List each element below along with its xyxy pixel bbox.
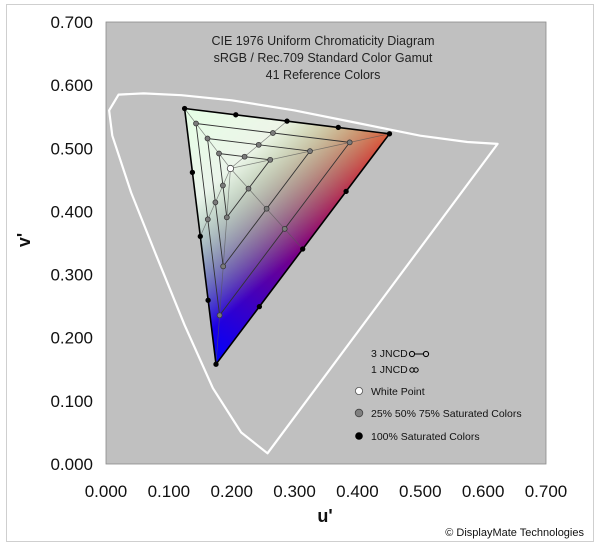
x-tick-label: 0.700 xyxy=(525,482,568,501)
copyright: © DisplayMate Technologies xyxy=(445,527,584,539)
y-axis-label: v' xyxy=(14,233,34,247)
saturated-color-point xyxy=(233,112,239,118)
partial-saturated-point xyxy=(346,139,353,146)
x-tick-label: 0.600 xyxy=(462,482,505,501)
y-tick-label: 0.400 xyxy=(50,202,93,221)
chart-title-line-2: sRGB / Rec.709 Standard Color Gamut xyxy=(214,51,433,65)
plot-background xyxy=(105,21,547,465)
saturated-color-point xyxy=(213,361,219,367)
partial-saturated-point xyxy=(216,312,223,319)
spectral-locus xyxy=(107,92,499,455)
saturated-color-point xyxy=(189,169,196,176)
partial-saturated-point xyxy=(270,130,276,136)
x-tick-label: 0.400 xyxy=(336,482,379,501)
x-tick-label: 0.000 xyxy=(85,482,128,501)
partial-saturated-point xyxy=(245,185,252,192)
x-axis-label: u' xyxy=(317,506,332,526)
partial-saturated-point xyxy=(267,156,274,163)
y-tick-label: 0.700 xyxy=(50,13,93,32)
partial-saturated-point xyxy=(204,135,211,142)
x-tick-label: 0.200 xyxy=(210,482,253,501)
saturated-color-point xyxy=(386,131,393,137)
chart-title-line-1: CIE 1976 Uniform Chromaticity Diagram xyxy=(212,34,435,48)
saturated-color-point xyxy=(300,246,306,252)
y-tick-label: 0.100 xyxy=(50,392,93,411)
partial-saturated-point xyxy=(193,120,199,127)
gamut-fill-white xyxy=(184,108,390,365)
partial-saturated-point xyxy=(263,205,270,212)
legend-full-marker xyxy=(355,432,363,440)
legend-1-jncd: 1 JNCD xyxy=(371,364,408,376)
partial-saturated-point xyxy=(220,182,226,189)
y-tick-label: 0.500 xyxy=(50,139,93,158)
partial-saturated-point xyxy=(241,153,248,160)
saturated-color-point xyxy=(197,233,203,240)
legend-white-point-marker xyxy=(354,386,363,395)
partial-saturated-point xyxy=(216,150,222,157)
white-point xyxy=(226,164,235,173)
legend-3-jncd: 3 JNCD xyxy=(371,348,408,360)
partial-saturated-point xyxy=(212,199,219,206)
legend-partial-marker xyxy=(354,408,364,418)
x-tick-label: 0.300 xyxy=(273,482,316,501)
x-tick-label: 0.500 xyxy=(399,482,442,501)
partial-saturated-point xyxy=(255,141,262,148)
saturated-color-point xyxy=(256,303,263,310)
y-tick-label: 0.600 xyxy=(50,76,93,95)
saturated-color-point xyxy=(284,118,290,124)
saturated-color-point xyxy=(335,124,341,131)
partial-saturated-point xyxy=(204,216,211,223)
x-tick-label: 0.100 xyxy=(148,482,191,501)
legend-3-jncd-marker xyxy=(408,350,430,358)
saturated-color-point xyxy=(181,105,188,112)
legend-white-point: White Point xyxy=(371,386,425,398)
y-tick-label: 0.200 xyxy=(50,329,93,348)
partial-saturated-point xyxy=(220,263,227,270)
partial-saturated-point xyxy=(307,148,313,154)
chart-title-line-3: 41 Reference Colors xyxy=(266,68,381,82)
legend: 3 JNCD 1 JNCD White Point 25% 50% 75% Sa… xyxy=(354,348,522,443)
legend-full-saturated: 100% Saturated Colors xyxy=(371,431,480,443)
y-tick-label: 0.300 xyxy=(50,266,93,285)
partial-saturated-point xyxy=(223,214,230,221)
partial-saturated-point xyxy=(281,226,288,232)
y-tick-label: 0.000 xyxy=(50,455,93,474)
saturated-color-point xyxy=(343,188,349,195)
legend-1-jncd-marker xyxy=(409,367,419,373)
legend-partial-saturated: 25% 50% 75% Saturated Colors xyxy=(371,408,522,420)
saturated-color-point xyxy=(205,297,211,303)
